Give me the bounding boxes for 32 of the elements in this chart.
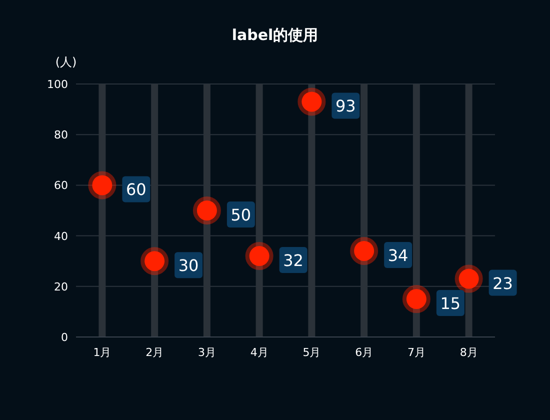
data-label: 30	[178, 256, 199, 276]
data-label: 93	[336, 96, 356, 116]
point	[350, 236, 378, 265]
data-label: 60	[126, 180, 146, 200]
data-label: 23	[492, 274, 513, 293]
x-tick-label: 3月	[198, 346, 216, 359]
point	[245, 242, 274, 270]
x-tick-label: 5月	[302, 346, 321, 359]
y-tick-label: 80	[54, 128, 68, 142]
data-label: 34	[388, 246, 408, 265]
y-tick-label: 20	[54, 280, 68, 294]
data-label: 32	[283, 251, 304, 270]
x-tick-label: 7月	[407, 346, 426, 359]
y-tick-label: 100	[47, 78, 68, 91]
data-label: 15	[440, 294, 461, 314]
y-tick-label: 0	[61, 331, 68, 344]
x-tick-label: 8月	[460, 346, 478, 359]
point	[402, 285, 430, 314]
x-tick-label: 6月	[355, 346, 374, 359]
point	[192, 196, 221, 224]
y-tick-label: 60	[54, 179, 68, 192]
x-tick-label: 4月	[250, 346, 268, 359]
data-label: 50	[230, 206, 252, 224]
x-tick-label: 2月	[146, 346, 164, 359]
chart-title: label的使用	[232, 26, 318, 44]
point	[298, 88, 326, 116]
point	[88, 171, 116, 200]
x-tick-label: 1月	[93, 346, 112, 359]
y-axis-title: (人)	[55, 55, 77, 69]
point	[140, 247, 169, 276]
y-tick-label: 40	[54, 230, 68, 243]
point	[454, 264, 483, 293]
